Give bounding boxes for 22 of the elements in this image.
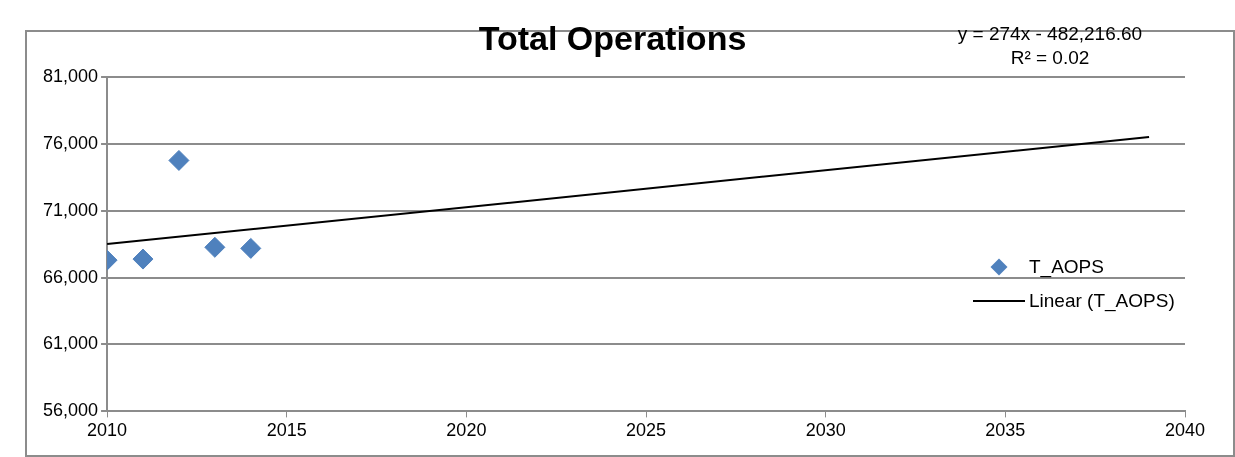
point	[132, 248, 154, 270]
y-tick-label: 56,000	[42, 400, 99, 421]
x-tick-label: 2015	[266, 420, 307, 441]
legend-label: T_AOPS	[1029, 256, 1104, 279]
x-tick-label: 2035	[985, 420, 1026, 441]
y-tick-label: 81,000	[42, 65, 99, 86]
point	[204, 236, 226, 258]
y-tick-label: 61,000	[42, 333, 99, 354]
legend-label: Linear (T_AOPS)	[1029, 290, 1175, 313]
point	[168, 149, 190, 171]
x-tick-label: 2040	[1164, 420, 1206, 441]
text: R² = 0.02	[1010, 47, 1090, 69]
x-tick-label: 2010	[87, 420, 128, 441]
x-tick-label: 2020	[446, 420, 487, 441]
y-tick-label: 66,000	[42, 266, 99, 287]
y-tick-label: 76,000	[42, 132, 99, 153]
chart-title: Total Operations	[478, 18, 747, 57]
x-tick-label: 2030	[805, 420, 846, 441]
x-tick-label: 2025	[626, 420, 667, 441]
point	[240, 237, 262, 259]
text: y = 274x - 482,216.60	[957, 23, 1143, 45]
y-tick-label: 71,000	[42, 199, 99, 220]
